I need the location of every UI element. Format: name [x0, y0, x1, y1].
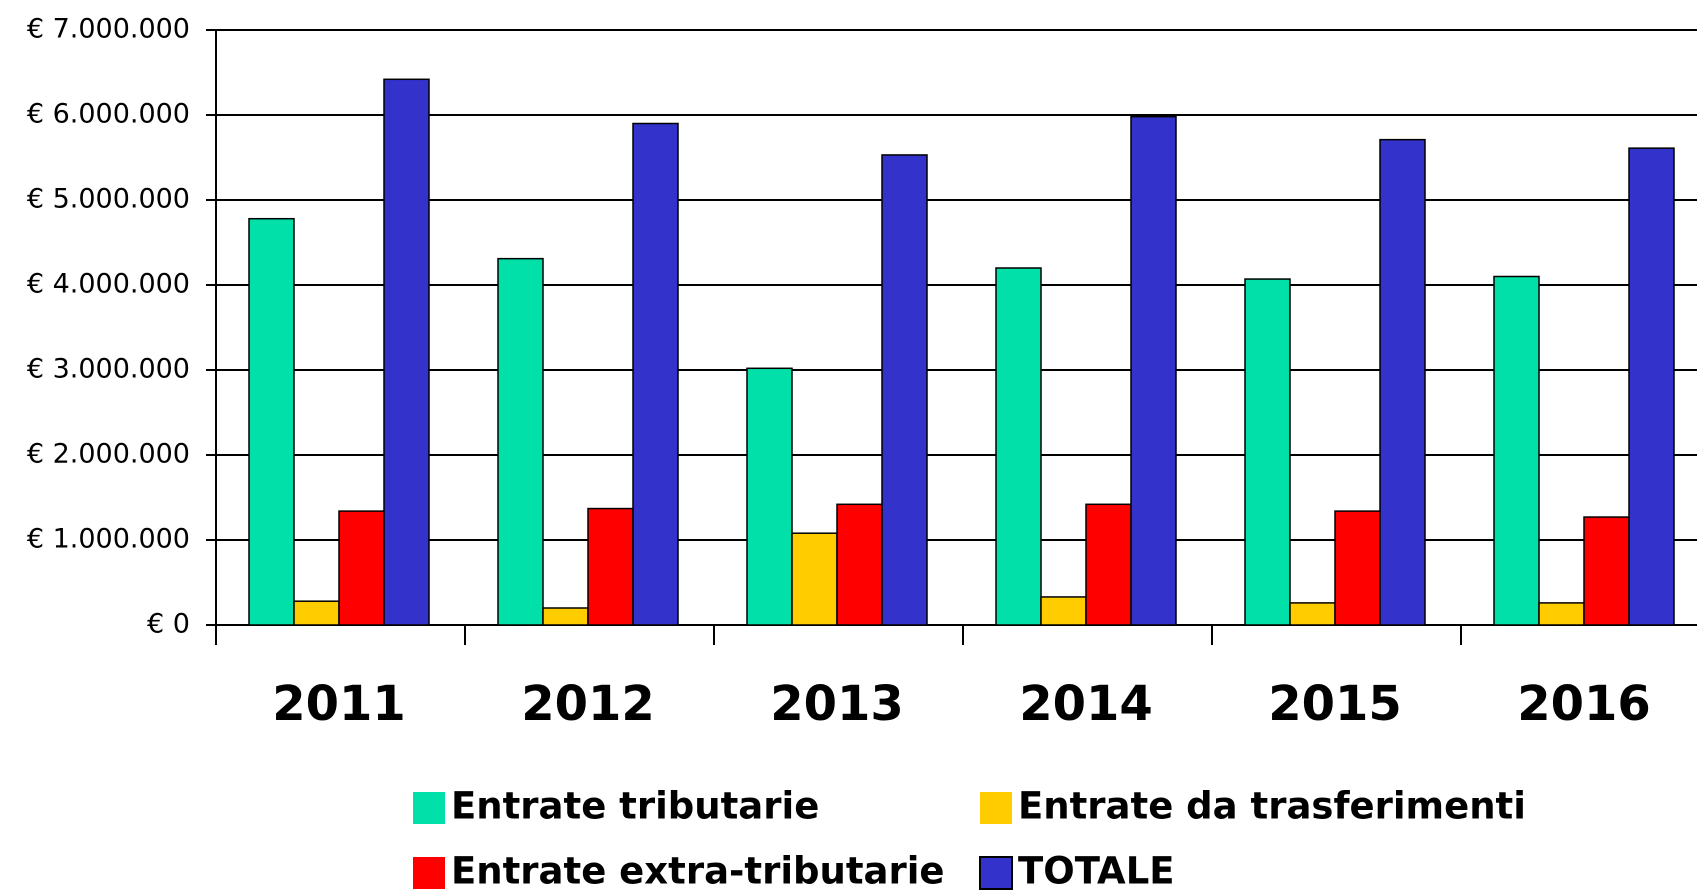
x-tick-label: 2016	[1517, 676, 1651, 732]
bar	[587, 507, 634, 626]
legend-label: Entrate extra-tributarie	[451, 850, 945, 893]
legend-label: Entrate tributarie	[451, 785, 819, 828]
x-tick-label: 2012	[521, 676, 655, 732]
y-tick-label: € 1.000.000	[27, 524, 190, 555]
x-tick-label: 2015	[1268, 676, 1402, 732]
bar	[542, 607, 589, 626]
y-tick-label: € 0	[147, 609, 190, 640]
bar	[1334, 510, 1381, 626]
legend-label: Entrate da trasferimenti	[1018, 785, 1526, 828]
y-tick-label: € 2.000.000	[27, 439, 190, 470]
bar	[881, 154, 928, 626]
y-tick-label: € 3.000.000	[27, 354, 190, 385]
bar	[1130, 115, 1177, 626]
bar	[1583, 516, 1630, 626]
legend-swatch	[979, 856, 1013, 890]
bar	[836, 503, 883, 626]
x-tick-label: 2011	[272, 676, 406, 732]
bar	[1244, 278, 1291, 626]
y-tick-label: € 7.000.000	[27, 14, 190, 45]
bar	[1085, 503, 1132, 626]
bar	[497, 257, 544, 626]
bar	[1040, 596, 1087, 626]
bar	[746, 367, 793, 626]
bar	[1628, 147, 1675, 626]
x-tick-label: 2014	[1019, 676, 1153, 732]
bar	[995, 267, 1042, 626]
bar	[293, 600, 340, 626]
bar	[1289, 602, 1336, 626]
legend-swatch	[413, 857, 445, 889]
y-tick-label: € 5.000.000	[27, 184, 190, 215]
bar	[1493, 275, 1540, 626]
x-tick-label: 2013	[770, 676, 904, 732]
legend-swatch	[413, 792, 445, 824]
bar	[791, 532, 838, 626]
bar	[1379, 138, 1426, 626]
bar	[338, 510, 385, 626]
y-tick-label: € 4.000.000	[27, 269, 190, 300]
bar	[383, 78, 430, 626]
bar	[632, 122, 679, 626]
bar	[1538, 602, 1585, 626]
y-tick-label: € 6.000.000	[27, 99, 190, 130]
legend-swatch	[980, 792, 1012, 824]
legend-label: TOTALE	[1018, 850, 1175, 893]
bar	[248, 217, 295, 626]
